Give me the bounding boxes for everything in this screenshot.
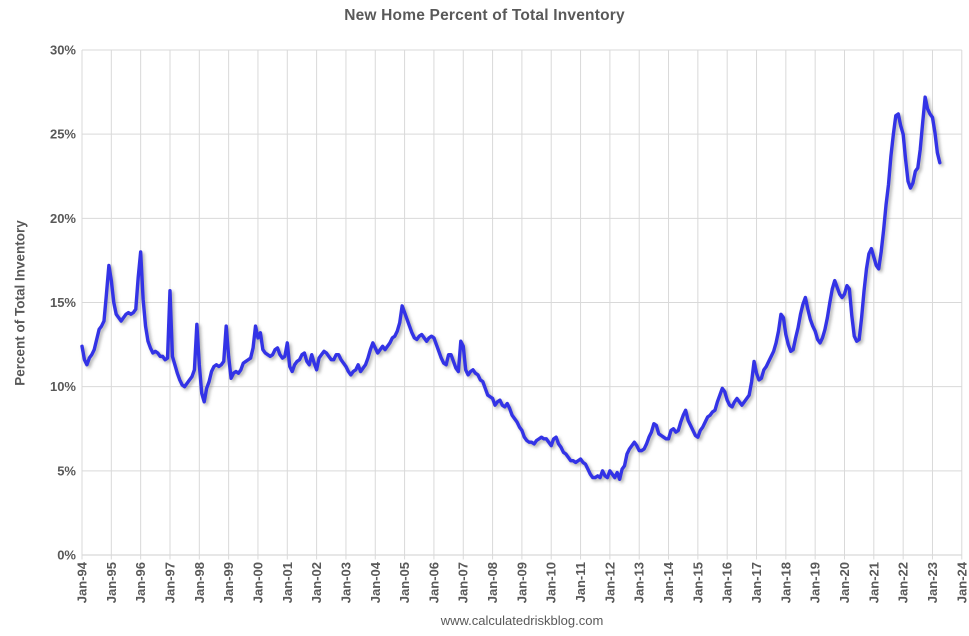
x-tick-label: Jan-94 bbox=[75, 561, 90, 603]
y-tick-label: 30% bbox=[50, 43, 76, 58]
y-tick-label: 0% bbox=[57, 548, 76, 563]
plot-gridlines bbox=[81, 49, 963, 560]
x-tick-label: Jan-12 bbox=[602, 562, 617, 603]
y-tick-label: 25% bbox=[50, 127, 76, 142]
x-tick-label: Jan-20 bbox=[837, 562, 852, 603]
x-tick-label: Jan-16 bbox=[720, 562, 735, 603]
y-tick-label: 5% bbox=[57, 463, 76, 478]
x-tick-label: Jan-14 bbox=[661, 561, 676, 603]
new-home-percent-line bbox=[80, 95, 942, 481]
x-tick-label: Jan-97 bbox=[162, 562, 177, 603]
x-tick-label: Jan-00 bbox=[250, 562, 265, 603]
y-axis-tick-labels: 0% 5% 10% 15% 20% 25% 30% bbox=[50, 43, 76, 563]
x-tick-label: Jan-21 bbox=[866, 562, 881, 603]
x-tick-label: Jan-95 bbox=[104, 562, 119, 603]
chart-title: New Home Percent of Total Inventory bbox=[344, 7, 625, 24]
x-tick-label: Jan-22 bbox=[896, 562, 911, 603]
x-tick-label: Jan-01 bbox=[280, 562, 295, 603]
x-tick-label: Jan-03 bbox=[338, 562, 353, 603]
x-axis-tick-labels: Jan-94 Jan-95 Jan-96 Jan-97 Jan-98 Jan-99 Jan-… bbox=[75, 561, 969, 603]
x-tick-label: Jan-02 bbox=[309, 562, 324, 603]
footer-source-url: www.calculatedriskblog.com bbox=[440, 613, 604, 628]
x-tick-label: Jan-15 bbox=[690, 562, 705, 603]
x-tick-label: Jan-23 bbox=[925, 562, 940, 603]
data-series bbox=[80, 95, 942, 481]
x-tick-label: Jan-24 bbox=[954, 561, 969, 603]
x-tick-label: Jan-11 bbox=[573, 562, 588, 602]
x-tick-label: Jan-18 bbox=[778, 562, 793, 603]
x-tick-label: Jan-96 bbox=[133, 562, 148, 603]
y-tick-label: 20% bbox=[50, 211, 76, 226]
x-tick-label: Jan-04 bbox=[368, 561, 383, 603]
x-tick-label: Jan-10 bbox=[544, 562, 559, 603]
x-tick-label: Jan-99 bbox=[221, 562, 236, 603]
x-tick-label: Jan-06 bbox=[426, 562, 441, 603]
x-tick-label: Jan-08 bbox=[485, 562, 500, 603]
x-tick-label: Jan-09 bbox=[514, 562, 529, 603]
x-tick-label: Jan-05 bbox=[397, 562, 412, 603]
x-tick-label: Jan-98 bbox=[192, 562, 207, 603]
y-tick-label: 15% bbox=[50, 295, 76, 310]
x-tick-label: Jan-13 bbox=[632, 562, 647, 603]
y-tick-label: 10% bbox=[50, 379, 76, 394]
x-tick-label: Jan-19 bbox=[808, 562, 823, 603]
x-tick-label: Jan-07 bbox=[456, 562, 471, 603]
x-tick-label: Jan-17 bbox=[749, 562, 764, 603]
y-axis-title: Percent of Total Inventory bbox=[12, 220, 28, 386]
